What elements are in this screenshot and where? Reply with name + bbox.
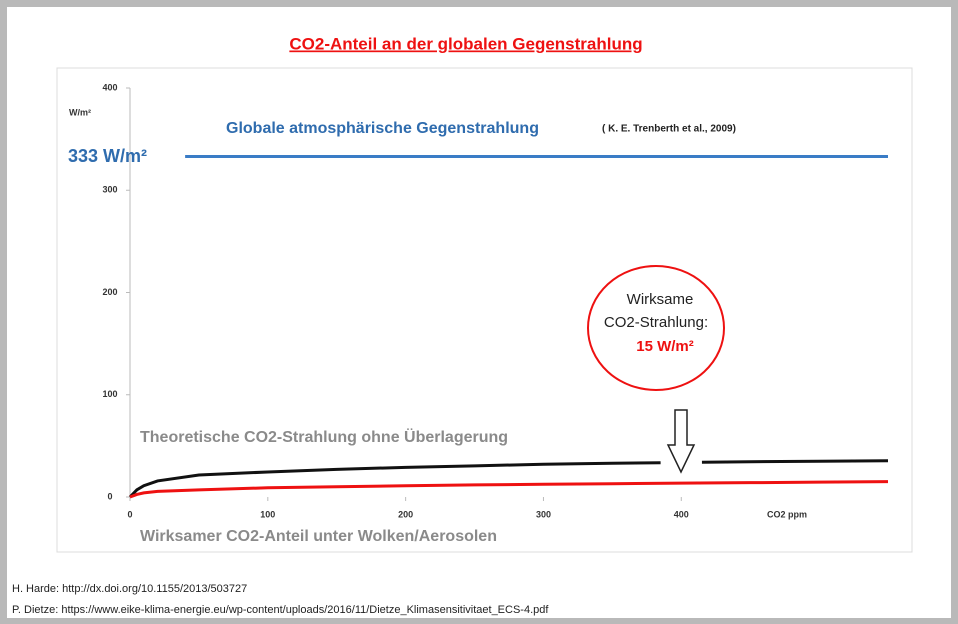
x-tick-label: 100 [260,509,275,519]
annotation: ( K. E. Trenberth et al., 2009) [602,124,736,135]
source-note: P. Dietze: https://www.eike-klima-energi… [12,604,549,616]
chart-title: CO2-Anteil an der globalen Gegenstrahlun… [289,34,642,53]
series-label: Globale atmosphärische Gegenstrahlung [226,120,539,137]
source-note: H. Harde: http://dx.doi.org/10.1155/2013… [12,583,247,595]
y-tick-label: 200 [102,287,117,297]
x-tick-label: 300 [536,509,551,519]
annotation: 333 W/m² [68,146,147,166]
highlight-circle [587,265,725,391]
annotation: Wirksame [627,291,694,308]
series-label: Wirksamer CO2-Anteil unter Wolken/Aeroso… [140,528,497,545]
annotation: CO2-Strahlung: [604,314,708,331]
series-label: Theoretische CO2-Strahlung ohne Überlage… [140,427,508,446]
y-tick-label: 0 [107,491,112,501]
y-tick-label: 400 [102,82,117,92]
arrow [666,409,696,474]
y-tick-label: 300 [102,185,117,195]
line-series [128,459,889,499]
y-axis-label: W/m² [69,107,91,117]
annotation: 15 W/m² [636,338,694,355]
line-series [129,480,889,499]
x-tick-label: 400 [674,509,689,519]
x-axis-label: CO2 ppm [767,509,807,519]
x-tick-label: 200 [398,509,413,519]
page-background [7,7,951,618]
y-tick-label: 100 [102,389,117,399]
plot-frame [56,67,913,553]
x-tick-label: 0 [127,509,132,519]
